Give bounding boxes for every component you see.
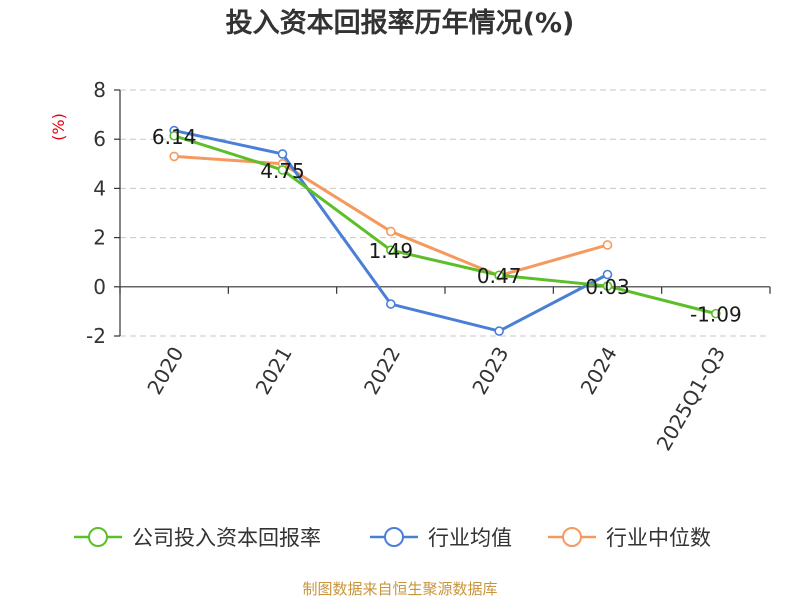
y-tick-label: 2 [93, 226, 106, 250]
data-label: 6.14 [152, 125, 197, 149]
x-tick-label: 2024 [576, 343, 622, 399]
chart-title: 投入资本回报率历年情况(%) [226, 7, 575, 39]
x-tick-label: 2023 [467, 343, 513, 399]
data-labels: 6.14 4.75 1.49 0.47 0.03 -1.09 [152, 125, 742, 327]
y-axis-unit: (%) [49, 113, 68, 141]
data-point [386, 245, 396, 255]
legend[interactable]: 公司投入资本回报率 行业均值 行业中位数 [74, 526, 711, 550]
data-label: 1.49 [369, 239, 414, 263]
data-label: -1.09 [690, 303, 742, 327]
data-point [169, 151, 179, 162]
data-point [277, 165, 288, 175]
y-tick-label: 6 [93, 127, 106, 151]
legend-marker [562, 527, 582, 547]
data-point [494, 270, 504, 281]
data-label: 0.03 [585, 275, 630, 299]
data-point [602, 269, 613, 280]
data-label: 4.75 [260, 159, 305, 183]
data-point [386, 299, 396, 309]
data-point [711, 308, 721, 319]
x-tick-label: 2021 [251, 343, 297, 399]
y-tick-label: 0 [93, 275, 106, 299]
data-point [386, 226, 396, 237]
y-tick-labels: -2 0 2 4 6 8 [86, 78, 106, 348]
axes [114, 89, 771, 337]
data-point [494, 326, 504, 336]
legend-marker [88, 527, 108, 547]
data-point [602, 240, 613, 250]
legend-label: 公司投入资本回报率 [132, 526, 321, 550]
data-point [602, 281, 613, 291]
series-lines [173, 129, 717, 333]
x-tick-label: 2022 [359, 343, 405, 399]
x-tick-label: 2025Q1-Q3 [651, 343, 730, 455]
series-points [169, 125, 721, 336]
y-tick-label: 8 [93, 78, 106, 102]
data-label: 0.47 [477, 264, 522, 288]
gridlines [120, 89, 770, 337]
data-point [169, 130, 179, 141]
source-note: 制图数据来自恒生聚源数据库 [302, 580, 497, 598]
y-tick-label: -2 [86, 324, 106, 348]
series-line-0 [173, 134, 717, 316]
x-tick-labels: 2020 2021 2022 2023 2024 2025Q1-Q3 [142, 343, 730, 455]
data-point [277, 149, 288, 159]
legend-label: 行业中位数 [606, 526, 711, 550]
y-tick-label: 4 [93, 176, 106, 200]
legend-marker [384, 527, 404, 547]
legend-label: 行业均值 [428, 526, 512, 550]
x-tick-label: 2020 [142, 343, 188, 399]
